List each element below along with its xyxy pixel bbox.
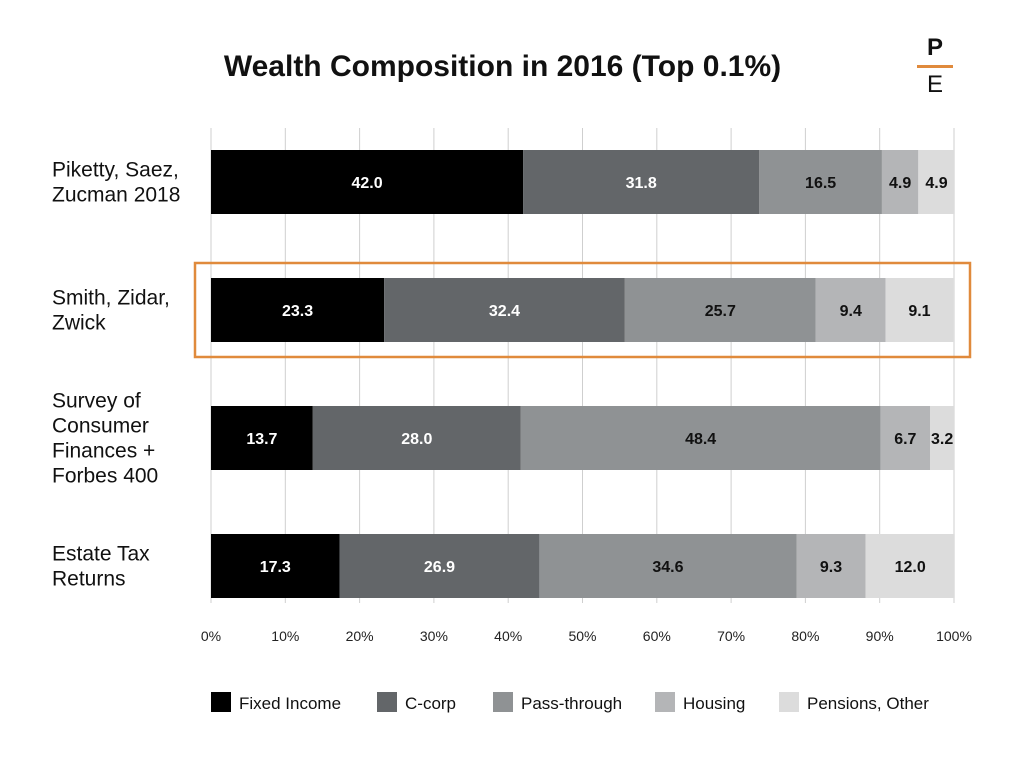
bar-segment xyxy=(339,534,540,598)
data-label: 26.9 xyxy=(424,559,455,576)
x-tick-label: 60% xyxy=(643,628,671,644)
category-label: Zwick xyxy=(52,312,106,335)
data-label: 42.0 xyxy=(351,175,382,192)
bar-segment xyxy=(796,534,866,598)
logo: P E xyxy=(915,35,955,98)
x-tick-label: 80% xyxy=(791,628,819,644)
x-tick-label: 70% xyxy=(717,628,745,644)
data-label: 4.9 xyxy=(889,175,911,192)
category-label: Zucman 2018 xyxy=(52,184,180,207)
bar-segment xyxy=(539,534,797,598)
legend-swatch xyxy=(211,692,231,712)
category-label: Piketty, Saez, xyxy=(52,159,179,182)
legend-label: Pensions, Other xyxy=(807,694,929,713)
data-label: 23.3 xyxy=(282,303,313,320)
data-label: 9.1 xyxy=(908,303,930,320)
legend-label: Fixed Income xyxy=(239,694,341,713)
legend-swatch xyxy=(779,692,799,712)
data-label: 12.0 xyxy=(895,559,926,576)
x-tick-label: 0% xyxy=(201,628,221,644)
x-tick-label: 90% xyxy=(866,628,894,644)
data-label: 32.4 xyxy=(489,303,520,320)
bar-segment xyxy=(312,406,521,470)
bar-segment xyxy=(211,150,524,214)
legend-swatch xyxy=(377,692,397,712)
bar-segment xyxy=(624,278,816,342)
data-label: 3.2 xyxy=(931,431,953,448)
data-label: 9.4 xyxy=(840,303,862,320)
x-tick-label: 10% xyxy=(271,628,299,644)
legend-label: C-corp xyxy=(405,694,456,713)
data-label: 17.3 xyxy=(260,559,291,576)
legend-swatch xyxy=(655,692,675,712)
bar-segment xyxy=(881,150,919,214)
data-label: 25.7 xyxy=(705,303,736,320)
x-tick-label: 100% xyxy=(936,628,972,644)
x-tick-label: 30% xyxy=(420,628,448,644)
data-label: 34.6 xyxy=(652,559,683,576)
logo-divider xyxy=(917,65,953,68)
data-label: 28.0 xyxy=(401,431,432,448)
data-label: 4.9 xyxy=(925,175,947,192)
data-label: 6.7 xyxy=(894,431,916,448)
bar-segment xyxy=(930,406,954,470)
bar-segment xyxy=(885,278,954,342)
x-tick-label: 50% xyxy=(568,628,596,644)
legend-label: Housing xyxy=(683,694,745,713)
bar-segment xyxy=(815,278,886,342)
logo-letter-p: P xyxy=(926,34,943,61)
bar-segment xyxy=(211,278,385,342)
chart-title: Wealth Composition in 2016 (Top 0.1%) xyxy=(223,50,782,83)
data-label: 9.3 xyxy=(820,559,842,576)
legend-swatch xyxy=(493,692,513,712)
bar-segment xyxy=(211,406,313,470)
data-label: 48.4 xyxy=(685,431,716,448)
category-label: Survey of xyxy=(52,390,141,413)
bar-segment xyxy=(211,534,340,598)
category-label: Forbes 400 xyxy=(52,465,158,488)
category-label: Smith, Zidar, xyxy=(52,287,170,310)
category-label: Returns xyxy=(52,568,126,591)
bar-segment xyxy=(520,406,881,470)
category-label: Estate Tax xyxy=(52,543,150,566)
bar-segment xyxy=(384,278,625,342)
bar-segment xyxy=(865,534,955,598)
x-tick-label: 40% xyxy=(494,628,522,644)
bar-segment xyxy=(759,150,882,214)
data-label: 13.7 xyxy=(246,431,277,448)
data-label: 31.8 xyxy=(626,175,657,192)
bar-segment xyxy=(523,150,760,214)
bar-segment xyxy=(880,406,931,470)
category-label: Consumer xyxy=(52,415,149,438)
category-label: Finances + xyxy=(52,440,155,463)
bar-segment xyxy=(918,150,955,214)
data-label: 16.5 xyxy=(805,175,836,192)
highlight-box xyxy=(193,261,972,359)
legend-label: Pass-through xyxy=(521,694,622,713)
x-tick-label: 20% xyxy=(346,628,374,644)
logo-letter-e: E xyxy=(926,71,943,98)
